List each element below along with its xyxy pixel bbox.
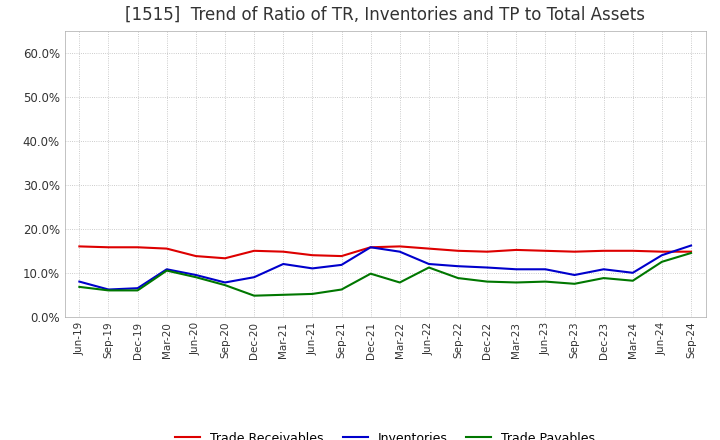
Trade Payables [657,259,666,264]
Trade Receivables [541,248,550,253]
Inventories [366,245,375,250]
Trade Payables [133,288,142,293]
Inventories [425,261,433,267]
Inventories [687,243,696,248]
Trade Receivables [220,256,229,261]
Trade Payables [308,291,317,297]
Trade Receivables [425,246,433,251]
Trade Receivables [512,247,521,253]
Inventories [104,287,113,292]
Trade Receivables [395,244,404,249]
Inventories [163,267,171,272]
Inventories [541,267,550,272]
Inventories [629,270,637,275]
Trade Payables [395,280,404,285]
Title: [1515]  Trend of Ratio of TR, Inventories and TP to Total Assets: [1515] Trend of Ratio of TR, Inventories… [125,6,645,24]
Trade Receivables [308,253,317,258]
Trade Payables [512,280,521,285]
Trade Payables [483,279,492,284]
Trade Receivables [366,245,375,250]
Inventories [192,272,200,278]
Trade Receivables [570,249,579,254]
Inventories [250,275,258,280]
Trade Receivables [104,245,113,250]
Trade Receivables [250,248,258,253]
Trade Payables [687,250,696,256]
Inventories [483,265,492,270]
Trade Payables [425,265,433,270]
Inventories [279,261,287,267]
Trade Payables [454,275,462,281]
Inventories [657,253,666,258]
Inventories [599,267,608,272]
Trade Payables [366,271,375,276]
Trade Receivables [454,248,462,253]
Inventories [133,286,142,291]
Inventories [308,266,317,271]
Inventories [512,267,521,272]
Trade Receivables [687,249,696,254]
Trade Receivables [483,249,492,254]
Trade Receivables [279,249,287,254]
Trade Receivables [163,246,171,251]
Trade Payables [629,278,637,283]
Inventories [570,272,579,278]
Trade Payables [75,284,84,290]
Inventories [454,264,462,269]
Inventories [395,249,404,254]
Trade Payables [599,275,608,281]
Inventories [220,280,229,285]
Line: Trade Payables: Trade Payables [79,253,691,296]
Trade Receivables [629,248,637,253]
Trade Payables [337,287,346,292]
Trade Payables [250,293,258,298]
Trade Payables [220,282,229,288]
Trade Receivables [599,248,608,253]
Line: Inventories: Inventories [79,246,691,290]
Trade Receivables [75,244,84,249]
Trade Receivables [337,253,346,259]
Trade Payables [104,288,113,293]
Trade Receivables [657,249,666,254]
Line: Trade Receivables: Trade Receivables [79,246,691,258]
Inventories [75,279,84,284]
Trade Payables [570,281,579,286]
Trade Payables [541,279,550,284]
Trade Payables [163,268,171,273]
Trade Receivables [192,253,200,259]
Trade Payables [192,275,200,280]
Legend: Trade Receivables, Inventories, Trade Payables: Trade Receivables, Inventories, Trade Pa… [175,432,595,440]
Trade Receivables [133,245,142,250]
Trade Payables [279,292,287,297]
Inventories [337,262,346,268]
